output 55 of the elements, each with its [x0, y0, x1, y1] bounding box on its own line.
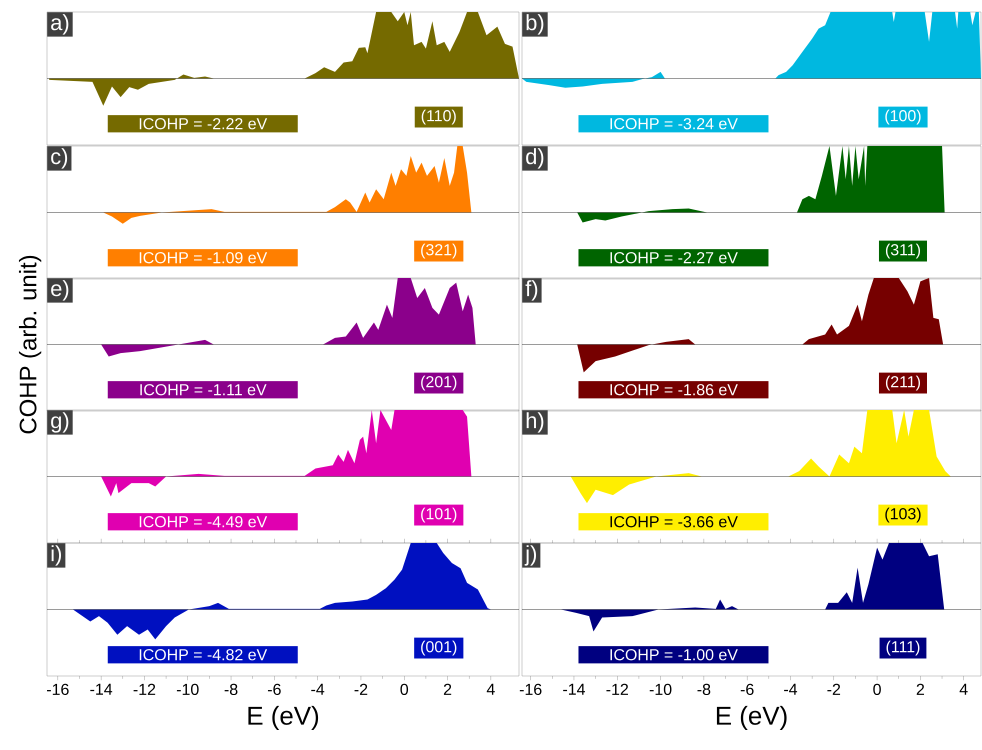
x-tick-label: -12	[134, 684, 156, 695]
text: (201)	[421, 376, 456, 390]
x-tick-label: -12	[606, 684, 628, 695]
text: ICOHP = -4.49 eV	[140, 516, 268, 528]
text: (103)	[885, 508, 921, 522]
x-axis-title: E (eV)	[716, 706, 787, 730]
text: ICOHP = -4.82 eV	[140, 649, 268, 660]
annotation: j)	[524, 545, 536, 566]
text: (211)	[886, 376, 920, 390]
text: ICOHP = -3.24 eV	[610, 118, 738, 130]
text: (311)	[886, 244, 920, 258]
text: ICOHP = -3.66 eV	[610, 516, 738, 528]
x-tick-label: -4	[311, 684, 324, 695]
y-axis-title: COHP (arb. unit)	[18, 256, 42, 434]
annotation: b)	[526, 14, 544, 35]
annotation: h)	[526, 412, 544, 433]
x-tick-label: -16	[520, 684, 542, 696]
text: (111)	[886, 640, 920, 656]
text: ICOHP = -2.27 eV	[610, 252, 738, 264]
text: (001)	[421, 640, 456, 656]
x-tick-label: 0	[400, 684, 408, 696]
text: ICOHP = -1.11 eV	[140, 384, 267, 396]
x-tick-label: 4	[960, 684, 968, 695]
x-tick-label: 0	[873, 684, 881, 696]
x-tick-label: -8	[224, 684, 238, 696]
x-tick-label: 2	[916, 684, 924, 695]
annotation: g)	[51, 412, 68, 433]
annotation: f)	[526, 280, 538, 301]
x-tick-label: -14	[563, 684, 586, 695]
text: ICOHP = -1.00 eV	[610, 649, 738, 660]
annotation: a)	[51, 14, 68, 35]
x-tick-label: -2	[827, 684, 840, 695]
text: (110)	[422, 110, 456, 124]
x-tick-label: -2	[354, 684, 368, 695]
text: (100)	[885, 110, 921, 124]
x-tick-label: -10	[176, 684, 199, 696]
x-tick-label: -10	[650, 684, 672, 696]
annotation: i)	[52, 545, 61, 566]
annotation: d)	[526, 148, 544, 169]
x-tick-label: -16	[47, 684, 69, 696]
text: ICOHP = -1.09 eV	[140, 252, 268, 264]
x-tick-label: -14	[90, 684, 112, 695]
text: ICOHP = -2.22 eV	[140, 118, 268, 130]
x-tick-label: -8	[697, 684, 710, 696]
text: (321)	[421, 244, 456, 258]
x-tick-label: -6	[740, 684, 754, 696]
x-tick-label: -4	[784, 684, 798, 695]
annotation: e)	[51, 280, 68, 301]
text: (101)	[421, 508, 456, 522]
x-axis-title: E (eV)	[248, 706, 318, 730]
x-tick-label: 2	[444, 684, 452, 695]
text: ICOHP = -1.86 eV	[610, 384, 738, 396]
x-tick-label: 4	[486, 684, 495, 695]
annotation: c)	[51, 148, 68, 169]
x-tick-label: -6	[268, 684, 281, 696]
